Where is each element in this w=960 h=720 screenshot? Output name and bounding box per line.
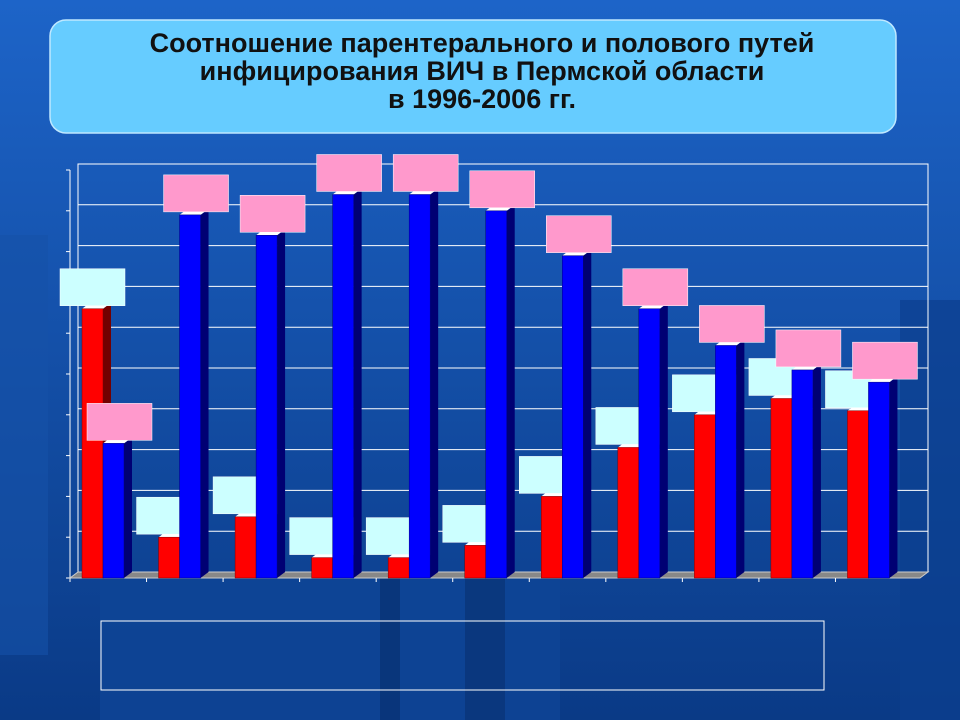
bar-face (583, 249, 592, 578)
bar-face (541, 496, 563, 579)
value-label-box (699, 305, 765, 343)
value-label-box (852, 341, 918, 380)
bg-block (380, 575, 400, 720)
bar (715, 339, 745, 579)
legend-box (100, 620, 825, 691)
chart-title: Соотношение парентерального и полового п… (150, 28, 815, 58)
bar (868, 376, 898, 579)
bar-face (102, 443, 125, 579)
value-label-box (239, 195, 306, 233)
bar-face (464, 545, 486, 579)
bar-face (408, 194, 431, 579)
bar-face (847, 410, 869, 579)
bar (485, 204, 515, 579)
bar-face (81, 308, 104, 579)
bar-face (736, 339, 745, 578)
value-label-box (392, 154, 459, 192)
bar (408, 188, 439, 579)
bar-face (770, 398, 793, 579)
bar-face (255, 235, 278, 579)
bar-face (277, 229, 286, 578)
value-label-box (775, 329, 842, 368)
value-label-box (59, 268, 126, 306)
bar (638, 302, 668, 579)
bar (255, 229, 286, 579)
bar-face (812, 363, 821, 578)
bar-face (868, 381, 890, 579)
bar-face (200, 208, 209, 578)
bar-face (889, 376, 898, 578)
value-label-box (163, 174, 229, 213)
bar-face (506, 204, 515, 579)
bar-face (311, 557, 333, 579)
bar (562, 249, 592, 579)
bar-face (179, 214, 201, 579)
bar-face (791, 369, 814, 579)
bar-face (353, 188, 362, 579)
bar (179, 208, 209, 579)
value-label-box (86, 403, 153, 441)
bar-face (234, 516, 257, 579)
bar-face (638, 308, 661, 579)
bar-face (715, 345, 737, 579)
bar (791, 363, 821, 579)
bar-face (617, 447, 640, 579)
bar (102, 437, 132, 579)
bar-face (430, 188, 439, 579)
bar-face (485, 210, 507, 579)
bar-face (659, 302, 668, 578)
bar-face (387, 557, 410, 579)
bar-face (332, 194, 354, 579)
bg-block (0, 235, 48, 655)
value-label-box (316, 154, 382, 192)
bar-face (694, 414, 716, 579)
chart-title: в 1996-2006 гг. (388, 84, 576, 114)
bar-face (124, 437, 132, 578)
chart-title: инфицирования ВИЧ в Пермской области (200, 56, 765, 86)
value-label-box (622, 268, 689, 306)
bar-face (562, 255, 584, 579)
value-label-box (469, 170, 535, 209)
value-label-box (546, 215, 612, 253)
bg-block (465, 575, 505, 720)
bar-face (158, 536, 180, 579)
title-box (49, 19, 897, 134)
bar (332, 188, 362, 579)
